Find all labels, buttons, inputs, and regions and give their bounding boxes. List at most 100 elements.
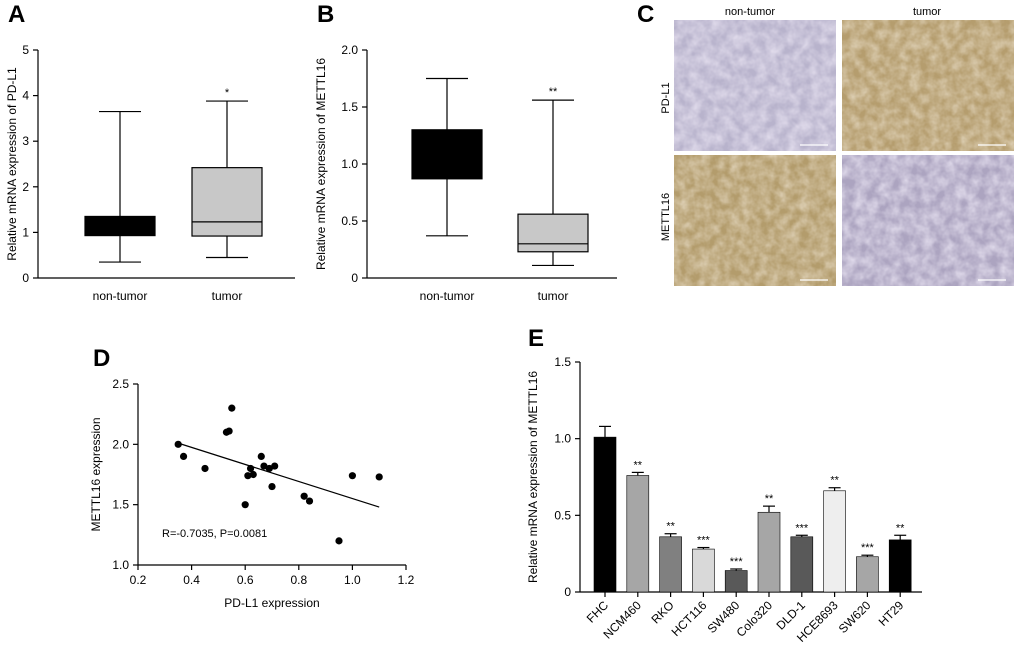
y-tick-label: 0 bbox=[22, 271, 29, 285]
x-tick-label: 0.2 bbox=[130, 573, 147, 587]
x-tick-label: 0.8 bbox=[290, 573, 307, 587]
significance-marker: *** bbox=[795, 522, 809, 534]
significance-marker: ** bbox=[666, 521, 675, 533]
bar-HCT116 bbox=[692, 548, 715, 593]
bar-HT29 bbox=[888, 539, 912, 593]
significance-marker: *** bbox=[861, 542, 875, 554]
bar-DLD-1 bbox=[790, 536, 814, 593]
scatter-point bbox=[246, 464, 255, 473]
y-tick-label: 1.5 bbox=[112, 498, 129, 512]
panel-letter-c: C bbox=[637, 1, 654, 28]
scatter-point bbox=[265, 464, 273, 473]
box-iqr-tumor bbox=[517, 213, 589, 253]
panel-letter-b: B bbox=[317, 1, 334, 28]
y-tick-label: 1.0 bbox=[112, 558, 129, 572]
micro-row-label-pdl1: PD-L1 bbox=[660, 82, 672, 113]
y-tick-label: 1.5 bbox=[554, 355, 571, 369]
micrograph-pdl1-nontumor bbox=[674, 20, 836, 151]
x-tick-label: Colo320 bbox=[734, 598, 776, 640]
y-tick-label: 0.5 bbox=[341, 214, 358, 228]
significance-marker: *** bbox=[697, 535, 711, 547]
scatter-point bbox=[300, 492, 308, 500]
x-tick-label: RKO bbox=[648, 598, 676, 626]
bar-SW480 bbox=[724, 570, 748, 593]
micro-row-label-mettl16: METTL16 bbox=[660, 193, 672, 241]
y-tick-label: 2 bbox=[22, 180, 29, 194]
scatter-chart-d: 1.0 1.5 2.0 2.5 0.2 0.4 0.6 0.8 1.0 1.2 PD-L1 expr… bbox=[89, 377, 415, 610]
y-tick-label: 3 bbox=[22, 134, 29, 148]
scatter-point bbox=[305, 497, 314, 505]
y-axis-label: Relative mRNA expression of PD-L1 bbox=[5, 67, 19, 261]
x-tick-label: tumor bbox=[538, 289, 569, 303]
x-tick-label: HT29 bbox=[876, 598, 907, 629]
scatter-point bbox=[201, 464, 209, 473]
significance-marker: ** bbox=[765, 493, 774, 505]
scatter-point bbox=[228, 404, 236, 412]
x-tick-label: 1.0 bbox=[344, 573, 361, 587]
y-tick-label: 0 bbox=[564, 585, 571, 599]
scatter-point bbox=[249, 470, 257, 479]
significance-marker: ** bbox=[830, 475, 839, 487]
micrograph-panel-c: non-tumor tumor PD-L1 METTL16 bbox=[660, 6, 1014, 286]
scatter-point bbox=[348, 472, 356, 480]
significance-marker: ** bbox=[634, 459, 643, 471]
y-axis-label: METTL16 expression bbox=[89, 417, 103, 531]
significance-marker: ** bbox=[896, 522, 905, 534]
scatter-point bbox=[260, 462, 268, 470]
y-tick-label: 2.0 bbox=[341, 43, 358, 57]
y-tick-label: 1.0 bbox=[341, 157, 358, 171]
y-tick-label: 1.0 bbox=[554, 432, 571, 446]
scatter-point bbox=[225, 427, 233, 435]
bar-HCE8693 bbox=[823, 490, 846, 593]
correlation-annotation: R=-0.7035, P=0.0081 bbox=[162, 528, 267, 540]
box-iqr-tumor bbox=[191, 167, 263, 237]
x-axis-label: PD-L1 expression bbox=[224, 596, 319, 610]
box-iqr-non-tumor bbox=[411, 129, 483, 180]
significance-marker: * bbox=[225, 87, 230, 99]
panel-letter-d: D bbox=[93, 345, 110, 372]
scatter-point bbox=[241, 501, 249, 509]
scatter-point bbox=[268, 482, 276, 491]
y-tick-label: 1.5 bbox=[341, 100, 358, 114]
x-tick-label: 0.6 bbox=[237, 573, 254, 587]
regression-line bbox=[178, 442, 380, 508]
bar-Colo320 bbox=[757, 511, 781, 593]
scatter-point bbox=[375, 473, 383, 481]
panel-letter-e: E bbox=[528, 325, 544, 352]
y-tick-label: 2.0 bbox=[112, 437, 129, 451]
bar-RKO bbox=[659, 536, 682, 593]
scatter-point bbox=[174, 440, 182, 448]
y-tick-label: 4 bbox=[22, 89, 29, 103]
micro-col-label-nontumor: non-tumor bbox=[725, 6, 775, 18]
micrograph-mettl16-tumor bbox=[842, 155, 1014, 286]
y-tick-label: 5 bbox=[22, 43, 29, 57]
bar-chart-e: 0 0.5 1.0 1.5 Relative mRNA expression of ME… bbox=[526, 355, 922, 645]
box-iqr-non-tumor bbox=[84, 215, 156, 237]
scatter-point bbox=[335, 537, 343, 545]
y-tick-label: 1 bbox=[22, 225, 29, 239]
x-tick-label: non-tumor bbox=[420, 289, 475, 303]
x-tick-label: FHC bbox=[584, 598, 612, 626]
significance-marker: *** bbox=[730, 556, 744, 568]
micrograph-mettl16-nontumor bbox=[674, 155, 836, 286]
bar-SW620 bbox=[856, 556, 879, 593]
micrograph-pdl1-tumor bbox=[842, 20, 1014, 151]
x-tick-label: HCT116 bbox=[669, 598, 710, 639]
y-tick-label: 2.5 bbox=[112, 377, 129, 391]
x-tick-label: 0.4 bbox=[183, 573, 200, 587]
y-axis-label: Relative mRNA expression of METTL16 bbox=[314, 58, 328, 270]
box-chart-b: 0 0.5 1.0 1.5 2.0 Relative mRNA expression of… bbox=[314, 43, 617, 303]
y-tick-label: 0.5 bbox=[554, 508, 571, 522]
panel-letter-a: A bbox=[8, 1, 25, 28]
x-tick-label: tumor bbox=[212, 289, 243, 303]
x-tick-label: 1.2 bbox=[398, 573, 415, 587]
x-tick-label: non-tumor bbox=[93, 289, 148, 303]
micro-col-label-tumor: tumor bbox=[913, 6, 941, 18]
scatter-point bbox=[244, 472, 252, 480]
x-tick-label: SW620 bbox=[836, 598, 874, 636]
scatter-point bbox=[257, 452, 265, 460]
significance-marker: ** bbox=[549, 86, 558, 98]
y-tick-label: 0 bbox=[351, 271, 358, 285]
